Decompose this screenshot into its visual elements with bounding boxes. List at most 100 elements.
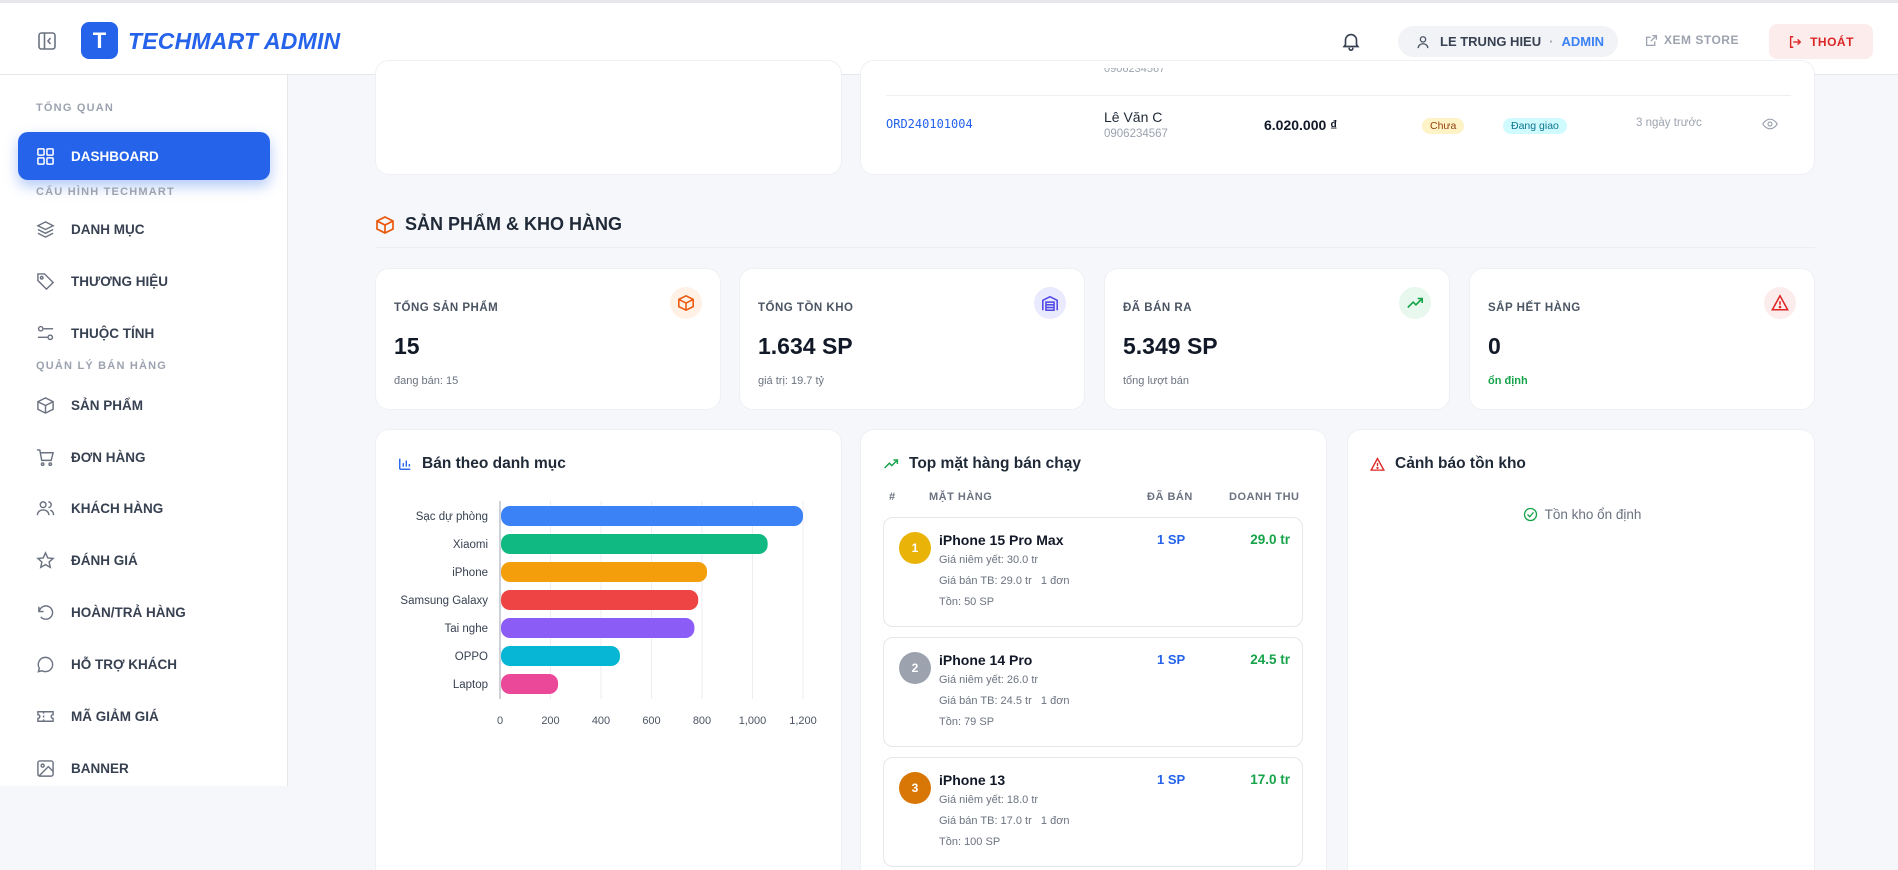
user-icon <box>1417 35 1429 48</box>
category-label: Xiaomi <box>453 539 488 551</box>
order-amount: 6.020.000 ₫ <box>1264 117 1338 133</box>
tag-icon <box>37 272 55 290</box>
bell-icon[interactable] <box>1340 30 1362 52</box>
sidebar-item-coupons[interactable]: MÃ GIẢM GIÁ <box>18 692 270 740</box>
trending-up-icon <box>884 459 899 469</box>
bar[interactable] <box>501 534 768 554</box>
app-title[interactable]: TECHMART ADMIN <box>128 28 341 54</box>
product-stock: Tồn: 100 SP <box>939 836 1001 848</box>
category-chart-title: Bán theo danh mục <box>398 455 566 473</box>
bar[interactable] <box>501 590 699 610</box>
stat-card-total-products: TỔNG SẢN PHẨM 15 đang bán: 15 <box>375 268 721 410</box>
sidebar: TỔNG QUAN DASHBOARD CẤU HÌNH TECHMART DA… <box>0 75 288 786</box>
user-name: LE TRUNG HIEU <box>1440 34 1542 49</box>
logout-button[interactable]: THOÁT <box>1769 24 1873 59</box>
partial-phone: 0906234567 <box>1104 68 1166 75</box>
sidebar-item-customers[interactable]: KHÁCH HÀNG <box>18 484 270 532</box>
logo[interactable]: T <box>81 22 118 59</box>
cart-icon <box>36 448 55 466</box>
recent-orders-card: 0906234567 ORD240101004 Lê Văn C 0906234… <box>860 60 1815 175</box>
sidebar-item-categories[interactable]: DANH MỤC <box>18 205 270 253</box>
product-avg-price: Giá bán TB: 29.0 tr 1 đơn <box>939 575 1070 587</box>
sidebar-item-orders[interactable]: ĐƠN HÀNG <box>18 433 270 481</box>
sidebar-item-reviews[interactable]: ĐÁNH GIÁ <box>18 536 270 584</box>
x-tick-label: 1,200 <box>789 715 817 727</box>
alert-icon <box>1764 287 1796 319</box>
x-tick-label: 800 <box>693 715 711 727</box>
sidebar-section-sales: QUẢN LÝ BÁN HÀNG <box>36 360 168 372</box>
product-item-1[interactable]: 1 iPhone 15 Pro Max Giá niêm yết: 30.0 t… <box>883 517 1303 627</box>
x-tick-label: 400 <box>592 715 610 727</box>
product-list-price: Giá niêm yết: 18.0 tr <box>939 794 1039 806</box>
category-bar-chart: 0 200 400 600 800 1,000 1,200 Sạc dự phòng Xiaom… <box>400 501 817 727</box>
x-tick-label: 600 <box>642 715 660 727</box>
sidebar-item-support[interactable]: HỖ TRỢ KHÁCH <box>18 640 270 688</box>
x-tick-label: 1,000 <box>739 715 767 727</box>
section-divider <box>375 247 1815 248</box>
status-badge: Đang giao <box>1503 118 1567 134</box>
product-item-2[interactable]: 2 iPhone 14 Pro Giá niêm yết: 26.0 tr Gi… <box>883 637 1303 747</box>
product-list-price: Giá niêm yết: 30.0 tr <box>939 554 1039 566</box>
top-left-card <box>375 60 842 175</box>
order-customer: Lê Văn C <box>1104 109 1163 125</box>
bar[interactable] <box>501 646 620 666</box>
bar[interactable] <box>501 506 803 526</box>
warehouse-icon <box>1034 287 1066 319</box>
sidebar-section-overview: TỔNG QUAN <box>36 102 115 114</box>
layers-icon <box>36 220 55 238</box>
logout-icon <box>1790 35 1802 48</box>
bar[interactable] <box>501 674 559 694</box>
col-item: MẶT HÀNG <box>929 491 993 503</box>
sidebar-item-brands[interactable]: THƯƠNG HIỆU <box>18 257 270 305</box>
eye-icon[interactable] <box>1762 117 1778 136</box>
sidebar-item-products[interactable]: SẢN PHẨM <box>18 381 270 429</box>
order-time: 3 ngày trước <box>1636 117 1702 129</box>
user-role: ADMIN <box>1561 34 1605 49</box>
top-products-title: Top mặt hàng bán chạy <box>883 455 1081 473</box>
product-revenue: 24.5 tr <box>1250 652 1290 667</box>
box-icon <box>37 396 54 414</box>
stat-value: 0 <box>1488 333 1501 359</box>
product-revenue: 29.0 tr <box>1250 532 1290 547</box>
sidebar-toggle-icon[interactable] <box>35 29 59 53</box>
order-code-link[interactable]: ORD240101004 <box>886 117 973 131</box>
rank-badge: 3 <box>899 772 931 804</box>
category-label: OPPO <box>455 651 488 663</box>
sidebar-item-dashboard[interactable]: DASHBOARD <box>18 132 270 180</box>
star-icon <box>36 550 55 569</box>
stock-alert-title: Cảnh báo tồn kho <box>1370 455 1526 473</box>
stat-sub: đang bán: 15 <box>394 375 459 387</box>
product-avg-price: Giá bán TB: 17.0 tr 1 đơn <box>939 815 1070 827</box>
sidebar-item-attributes[interactable]: THUỘC TÍNH <box>18 309 270 357</box>
col-sold: ĐÃ BÁN <box>1147 491 1193 503</box>
stat-sub: tổng lượt bán <box>1123 375 1189 387</box>
check-circle-icon <box>1523 507 1537 522</box>
chat-icon <box>37 656 54 673</box>
product-sold: 1 SP <box>1157 772 1186 787</box>
sidebar-item-banner[interactable]: BANNER <box>18 744 270 792</box>
sidebar-item-returns[interactable]: HOÀN/TRẢ HÀNG <box>18 588 270 636</box>
bar-chart-icon <box>399 458 411 470</box>
category-label: iPhone <box>452 567 488 579</box>
order-phone: 0906234567 <box>1104 128 1168 140</box>
stat-card-total-stock: TỔNG TỒN KHO 1.634 SP giá trị: 19.7 tỷ <box>739 268 1085 410</box>
product-stock: Tồn: 50 SP <box>939 596 995 608</box>
category-label: Laptop <box>453 679 488 691</box>
trending-up-icon <box>1399 287 1431 319</box>
bar[interactable] <box>501 562 708 582</box>
stock-status-message: Tồn kho ổn định <box>1348 507 1816 522</box>
x-tick-label: 200 <box>541 715 559 727</box>
stat-label: TỔNG SẢN PHẨM <box>394 302 499 314</box>
product-revenue: 17.0 tr <box>1250 772 1290 787</box>
user-separator: · <box>1549 34 1554 49</box>
stat-card-low-stock: SẮP HẾT HÀNG 0 ổn định <box>1469 268 1815 410</box>
bar[interactable] <box>501 618 695 638</box>
product-item-3[interactable]: 3 iPhone 13 Giá niêm yết: 18.0 tr Giá bá… <box>883 757 1303 867</box>
users-icon <box>36 500 55 515</box>
category-label: Sạc dự phòng <box>416 511 488 523</box>
col-revenue: DOANH THU <box>1229 491 1300 503</box>
view-store-link[interactable]: XEM STORE <box>1645 33 1739 47</box>
dashboard-icon <box>37 147 54 165</box>
sidebar-section-config: CẤU HÌNH TECHMART <box>36 186 175 198</box>
user-menu[interactable]: LE TRUNG HIEU · ADMIN <box>1398 26 1618 57</box>
